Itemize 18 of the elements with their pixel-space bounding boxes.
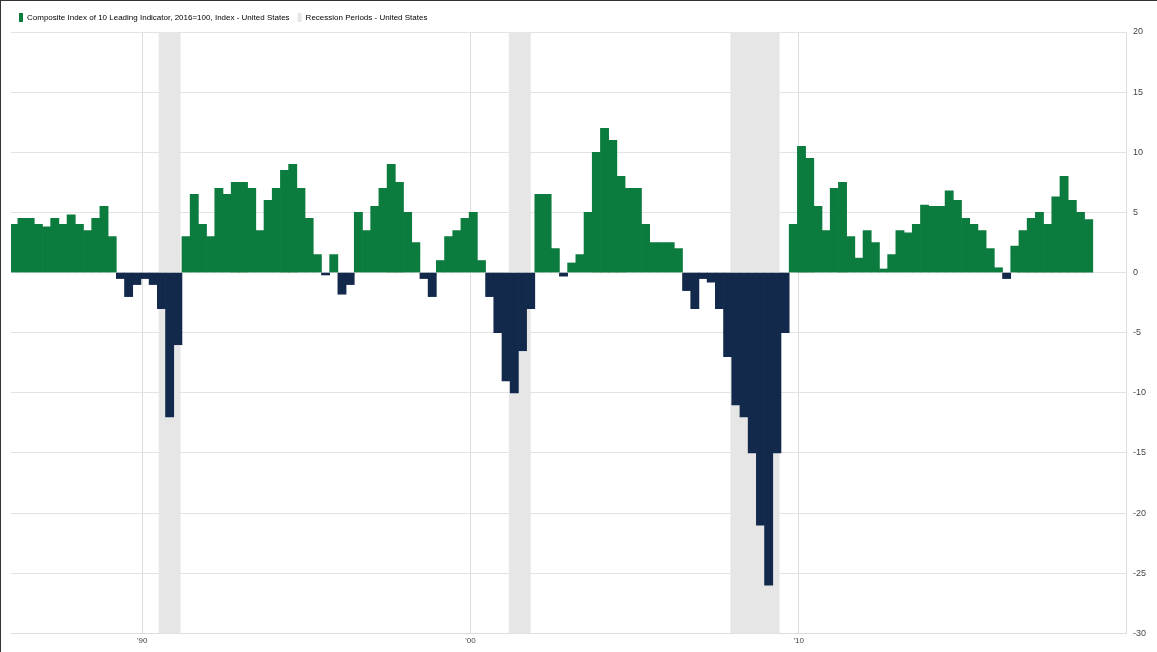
y-tick-label: 20 xyxy=(1132,26,1144,37)
y-tick-label: -25 xyxy=(1132,567,1147,578)
bar xyxy=(1002,272,1012,279)
y-tick-label: 0 xyxy=(1132,267,1139,278)
y-tick-label: -10 xyxy=(1132,387,1147,398)
legend-label: Composite Index of 10 Leading Indicator, 2016=100, Index - United States xyxy=(27,12,290,22)
legend-label: Recession Periods - United States xyxy=(305,12,428,22)
y-tick-label: -15 xyxy=(1132,447,1147,458)
y-tick-label: -30 xyxy=(1132,627,1147,638)
y-tick-label: -5 xyxy=(1132,327,1142,338)
y-tick-label: 5 xyxy=(1132,206,1139,217)
y-tick-label: -20 xyxy=(1132,507,1147,518)
y-tick-label: 10 xyxy=(1132,146,1144,157)
x-tick-label: '00 xyxy=(465,636,477,646)
x-tick-label: '10 xyxy=(793,636,805,646)
bar xyxy=(329,254,339,273)
x-tick-label: '90 xyxy=(137,636,149,646)
y-tick-label: 15 xyxy=(1132,86,1144,97)
